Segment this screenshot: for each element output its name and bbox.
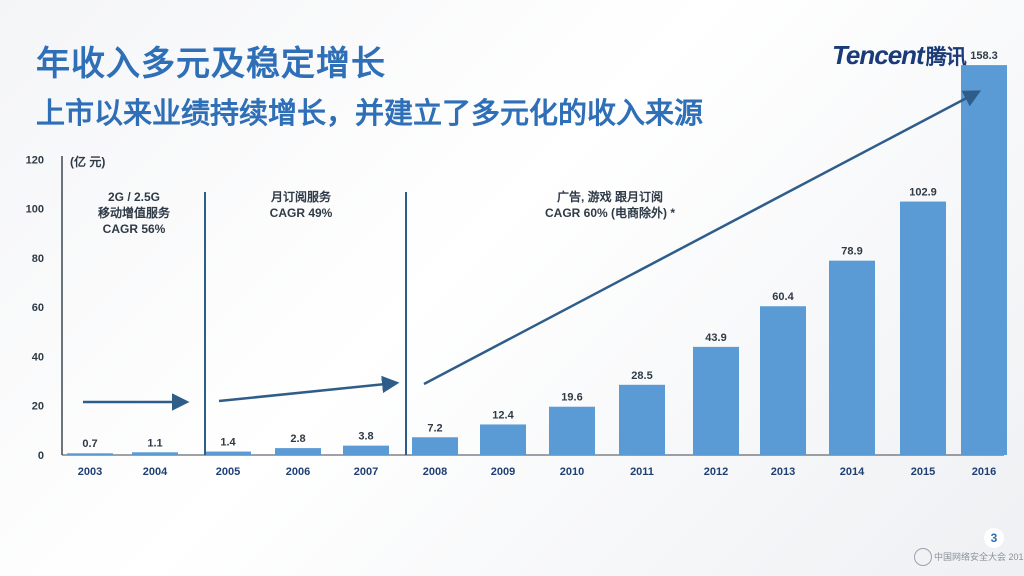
logo-cn: 腾讯 [925,46,967,69]
data-label-2016: 158.3 [970,50,998,62]
bar-2015 [900,201,946,455]
x-tick-label: 2009 [491,466,515,478]
bar-2009 [480,424,526,455]
phase2-annotation-line: 月订阅服务 [270,189,332,204]
bar-2010 [549,406,595,455]
phase1-annotation-line: CAGR 56% [103,222,166,236]
x-tick-label: 2006 [286,466,310,478]
bar-2013 [760,306,806,455]
data-label-2015: 102.9 [909,187,937,199]
x-tick-label: 2012 [704,466,728,478]
x-tick-label: 2003 [78,466,102,478]
phase1-annotation-line: 2G / 2.5G [108,190,160,204]
x-tick-label: 2013 [771,466,795,478]
data-label-2010: 19.6 [561,392,582,404]
logo-latin: Tencent [832,40,925,70]
x-tick-label: 2010 [560,466,584,478]
y-tick-label: 80 [32,253,44,265]
y-axis-unit-label: (亿 元) [70,154,105,169]
data-label-2013: 60.4 [772,291,794,303]
footer-seal-icon [914,548,932,566]
y-tick-label: 60 [32,302,44,314]
bar-2011 [619,384,665,455]
bar-2014 [829,260,875,455]
data-label-2003: 0.7 [82,438,97,450]
bar-2008 [412,437,458,455]
bar-2004 [132,452,178,455]
data-label-2014: 78.9 [841,246,862,258]
data-label-2009: 12.4 [492,409,514,421]
x-tick-label: 2005 [216,466,240,478]
x-tick-label: 2008 [423,466,447,478]
data-label-2011: 28.5 [631,370,652,382]
y-tick-label: 20 [32,401,44,413]
phase2-annotation-line: CAGR 49% [270,206,333,220]
x-tick-label: 2015 [911,466,935,478]
bar-2007 [343,445,389,455]
page-title: 年收入多元及稳定增长 [36,45,386,83]
phase3-annotation-line: CAGR 60% (电商除外) * [545,205,675,220]
bar-2005 [205,451,251,455]
y-tick-label: 0 [38,450,44,462]
x-tick-label: 2007 [354,466,378,478]
y-tick-label: 40 [32,351,44,363]
phase2-arrow [218,375,400,403]
x-tick-label: 2004 [143,466,168,478]
bar-2006 [275,448,321,455]
phase1-annotation-line: 移动增值服务 [98,205,171,220]
data-label-2005: 1.4 [220,437,236,449]
bar-2003 [67,453,113,455]
page-number: 3 [984,528,1004,548]
data-label-2004: 1.1 [147,437,162,449]
footer-text: 中国网络安全大会 2018 [934,552,1024,562]
bar-2012 [693,346,739,455]
tencent-logo: Tencent腾讯 [832,40,992,72]
page-subtitle: 上市以来业绩持续增长，并建立了多元化的收入来源 [36,98,704,130]
data-label-2008: 7.2 [427,422,442,434]
growth-trend-arrow [423,90,982,386]
data-label-2012: 43.9 [705,332,726,344]
y-tick-label: 100 [26,204,44,216]
y-tick-label: 120 [26,154,44,166]
phase3-annotation-line: 广告, 游戏 跟月订阅 [557,189,663,204]
bar-2016 [961,65,1007,455]
data-label-2007: 3.8 [358,431,373,443]
x-tick-label: 2016 [972,466,996,478]
data-label-2006: 2.8 [290,433,305,445]
x-tick-label: 2014 [840,466,865,478]
x-tick-label: 2011 [630,466,654,478]
